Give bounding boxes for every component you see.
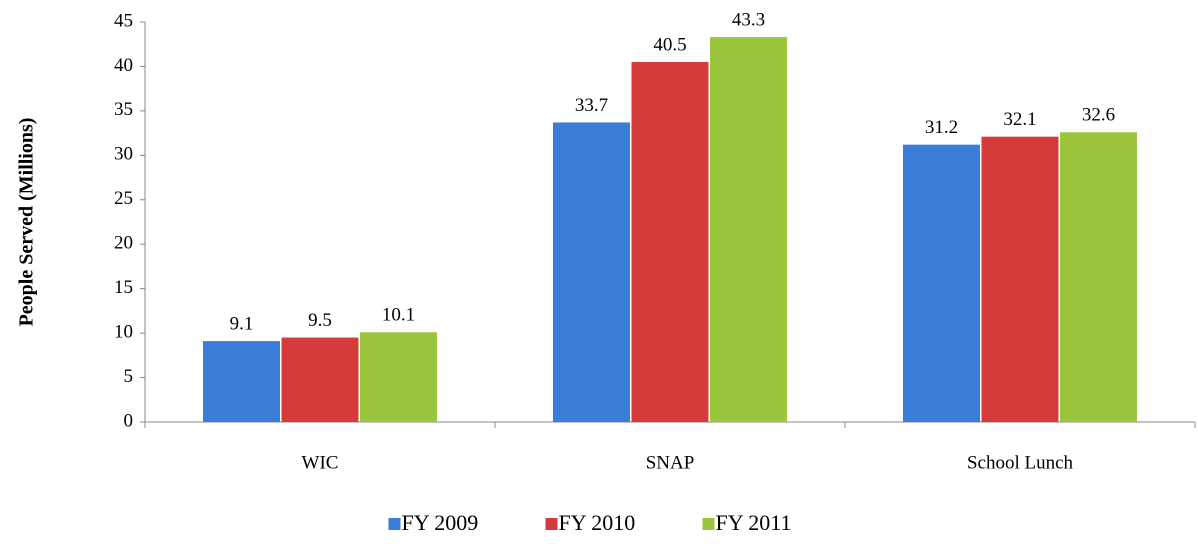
bar	[281, 337, 359, 422]
y-tick-label: 0	[124, 410, 134, 431]
bar	[710, 37, 787, 422]
legend-swatch	[388, 518, 401, 530]
data-label: 32.1	[1003, 109, 1036, 130]
bar	[981, 136, 1059, 422]
legend-label: FY 2011	[716, 510, 792, 535]
x-tick-label: SNAP	[646, 452, 695, 473]
data-label: 31.2	[925, 117, 958, 138]
data-label: 33.7	[575, 95, 608, 116]
bar	[1060, 132, 1137, 422]
y-tick-label: 20	[114, 233, 133, 254]
data-label: 43.3	[732, 9, 765, 30]
x-tick-label: WIC	[302, 452, 339, 473]
y-tick-label: 30	[114, 144, 133, 165]
bar	[203, 341, 280, 422]
data-label: 9.5	[308, 310, 332, 331]
y-tick-label: 40	[114, 55, 133, 76]
bar	[553, 122, 630, 422]
data-label: 32.6	[1082, 105, 1115, 126]
data-label: 10.1	[382, 305, 415, 326]
y-tick-label: 5	[124, 366, 134, 387]
legend-label: FY 2009	[402, 510, 479, 535]
y-tick-label: 10	[114, 321, 133, 342]
y-tick-label: 35	[114, 99, 133, 120]
legend-swatch	[702, 518, 715, 530]
legend-swatch	[545, 518, 558, 530]
bar	[360, 332, 437, 422]
y-tick-label: 15	[114, 277, 133, 298]
data-label: 40.5	[653, 34, 686, 55]
bar	[903, 144, 980, 422]
y-axis-label: People Served (Millions)	[16, 118, 38, 327]
legend-label: FY 2010	[559, 510, 636, 535]
bar	[631, 62, 709, 422]
y-tick-label: 25	[114, 188, 133, 209]
x-tick-label: School Lunch	[967, 452, 1074, 473]
y-tick-label: 45	[114, 10, 133, 31]
data-label: 9.1	[230, 313, 254, 334]
